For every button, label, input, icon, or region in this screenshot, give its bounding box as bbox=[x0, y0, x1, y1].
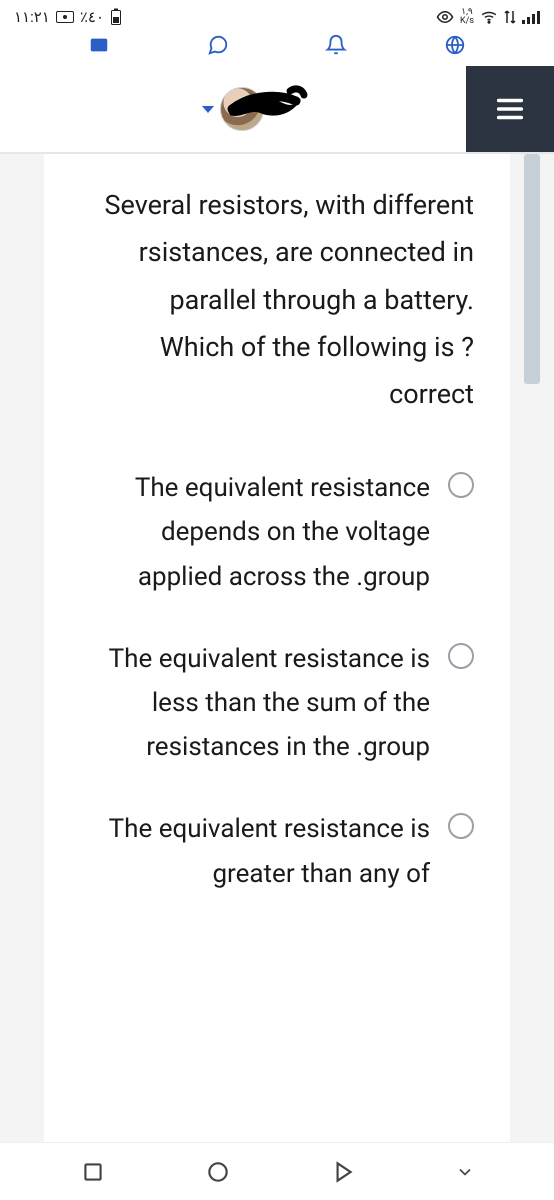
battery-icon bbox=[110, 8, 122, 26]
radio-icon[interactable] bbox=[448, 813, 474, 839]
menu-button[interactable] bbox=[466, 66, 554, 152]
data-icon bbox=[504, 10, 516, 24]
question-card: Several resistors, with different rsista… bbox=[44, 154, 510, 1142]
header-main bbox=[0, 66, 466, 152]
nav-back-icon[interactable] bbox=[330, 1159, 356, 1185]
option-3-text: The equivalent resistance is greater tha… bbox=[96, 807, 430, 895]
nav-recent-icon[interactable] bbox=[80, 1159, 106, 1185]
wifi-icon bbox=[480, 8, 498, 26]
system-nav-bar bbox=[0, 1142, 554, 1200]
scrollbar-thumb[interactable] bbox=[524, 154, 540, 384]
option-3[interactable]: The equivalent resistance is greater tha… bbox=[96, 807, 474, 895]
status-battery-pct: ٪٤٠ bbox=[80, 8, 104, 26]
browser-tabs bbox=[0, 34, 554, 66]
question-text: Several resistors, with different rsista… bbox=[96, 182, 474, 418]
status-left: ١١:٢١ ٪٤٠ bbox=[14, 8, 122, 26]
tab-icon-3[interactable] bbox=[325, 34, 347, 56]
status-net-speed: ١,٩ K/s bbox=[460, 8, 474, 26]
left-gutter bbox=[0, 154, 44, 1142]
status-right: ١,٩ K/s bbox=[436, 8, 540, 26]
option-1[interactable]: The equivalent resistance depends on the… bbox=[96, 466, 474, 599]
camera-icon bbox=[56, 11, 74, 23]
tab-icon-4[interactable] bbox=[444, 34, 466, 56]
option-1-text: The equivalent resistance depends on the… bbox=[96, 466, 430, 599]
status-bar: ١١:٢١ ٪٤٠ ١,٩ K/s bbox=[0, 0, 554, 34]
page-header bbox=[0, 66, 554, 154]
tab-icon-1[interactable] bbox=[88, 34, 110, 56]
radio-icon[interactable] bbox=[448, 472, 474, 498]
hamburger-icon bbox=[493, 92, 527, 126]
right-gutter bbox=[510, 154, 554, 1142]
option-2-text: The equivalent resistance is less than t… bbox=[96, 637, 430, 770]
avatar bbox=[220, 87, 264, 131]
radio-icon[interactable] bbox=[448, 643, 474, 669]
eye-icon bbox=[436, 8, 454, 26]
chevron-down-icon bbox=[202, 106, 214, 113]
tab-icon-2[interactable] bbox=[207, 34, 229, 56]
status-net-unit: K/s bbox=[460, 17, 474, 26]
nav-chevron-icon[interactable] bbox=[455, 1162, 475, 1182]
signal-icon bbox=[522, 10, 540, 24]
option-2[interactable]: The equivalent resistance is less than t… bbox=[96, 637, 474, 770]
nav-home-icon[interactable] bbox=[205, 1159, 231, 1185]
user-dropdown[interactable] bbox=[202, 87, 264, 131]
status-time: ١١:٢١ bbox=[14, 8, 50, 26]
page-body: Several resistors, with different rsista… bbox=[0, 154, 554, 1142]
